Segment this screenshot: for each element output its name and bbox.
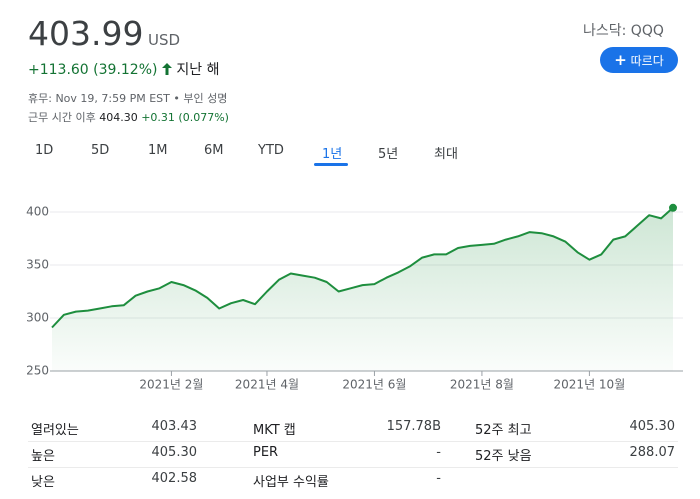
x-tick-label: 2021년 2월	[139, 378, 203, 392]
period: 지난 해	[176, 62, 220, 78]
tab-underline	[314, 163, 348, 166]
y-tick-label: 300	[26, 311, 49, 325]
stat-value: 405.30	[629, 419, 676, 434]
tab[interactable]: 5년	[378, 147, 399, 162]
tab[interactable]: 최대	[434, 147, 458, 162]
stat-label: 사업부 수익률	[253, 475, 329, 490]
up-arrow	[161, 63, 172, 75]
x-tick-label: 2021년 10월	[554, 378, 626, 392]
stat-label: MKT 캡	[253, 423, 296, 438]
y-tick-label: 250	[26, 364, 49, 378]
currency: USD	[148, 31, 181, 49]
follow-label: 따르다	[630, 54, 664, 68]
change-row: +113.60 (39.12%) 지난 해	[28, 59, 219, 79]
after-hours: 근무 시간 이후 404.30 +0.31 (0.077%)	[28, 109, 229, 125]
after-hours-price: 404.30	[99, 111, 138, 124]
stat-value: -	[436, 445, 441, 460]
change: +113.60 (39.12%)	[28, 62, 158, 78]
stat-value: 157.78B	[386, 419, 441, 434]
area	[52, 207, 673, 371]
stat-label: 열려있는	[31, 423, 79, 438]
tab[interactable]: 6M	[204, 143, 224, 158]
tab[interactable]: 5D	[91, 143, 110, 158]
x-tick-label: 2021년 4월	[235, 378, 299, 392]
tab[interactable]: 1년	[322, 147, 343, 162]
y-tick-label: 350	[26, 258, 49, 272]
stat-label: 52주 낮음	[475, 449, 532, 464]
x-tick-label: 2021년 8월	[450, 378, 514, 392]
last-point	[669, 203, 677, 212]
exchange: 나스닥: QQQ	[583, 23, 664, 39]
stat-label: 52주 최고	[475, 423, 532, 438]
after-hours-change: +0.31 (0.077%)	[141, 111, 229, 124]
stat-label: PER	[253, 445, 279, 460]
tab[interactable]: 1M	[148, 143, 168, 158]
y-tick-label: 400	[26, 205, 49, 219]
row-divider	[28, 441, 678, 442]
chart: 250 300 350 400 2021년 2월 2021년 4월 2021년 6월 2021…	[26, 203, 683, 392]
x-tick-label: 2021년 6월	[342, 378, 406, 392]
stat-value: 405.30	[151, 445, 198, 460]
follow-button[interactable]: + 따르다	[600, 47, 678, 73]
row-divider	[28, 467, 678, 468]
stat-label: 높은	[31, 449, 55, 464]
after-hours-label: 근무 시간 이후	[28, 111, 96, 124]
tab[interactable]: YTD	[258, 143, 284, 158]
stat-value: 402.58	[151, 471, 198, 486]
stat-label: 낮은	[31, 475, 55, 490]
status: 휴무: Nov 19, 7:59 PM EST • 부인 성명	[28, 92, 228, 105]
price-line	[51, 207, 674, 329]
price: 403.99	[28, 14, 144, 53]
stat-value: -	[436, 471, 441, 486]
tab[interactable]: 1D	[35, 143, 54, 158]
stat-value: 403.43	[151, 419, 198, 434]
stat-value: 288.07	[629, 445, 676, 460]
